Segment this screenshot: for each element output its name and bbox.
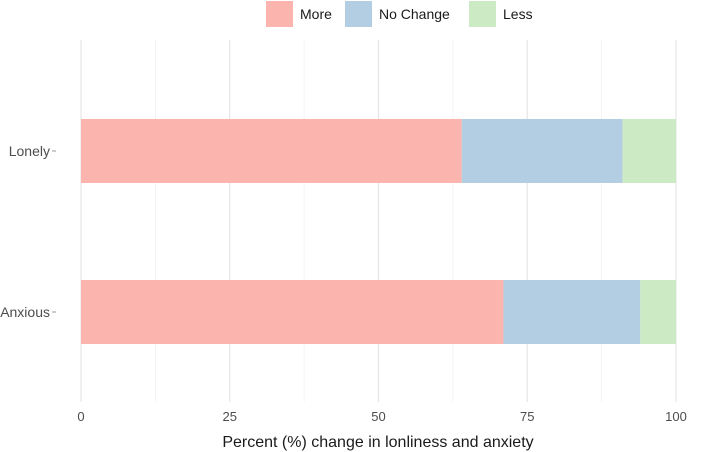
- legend-label-more: More: [300, 6, 332, 22]
- legend[interactable]: More No Change Less: [266, 1, 533, 27]
- legend-swatch-less: [469, 1, 496, 27]
- legend-label-less: Less: [503, 6, 533, 22]
- y-axis: Lonely Anxious: [0, 143, 56, 320]
- legend-item-no-change[interactable]: No Change: [345, 1, 450, 27]
- y-tick-label-lonely: Lonely: [9, 143, 50, 159]
- legend-swatch-no-change: [345, 1, 372, 27]
- grid: [80, 40, 677, 402]
- x-tick-label: 50: [371, 409, 385, 424]
- x-tick-label: 25: [223, 409, 237, 424]
- x-axis-title: Percent (%) change in lonliness and anxi…: [222, 434, 533, 451]
- legend-swatch-more: [266, 1, 293, 27]
- legend-label-no-change: No Change: [379, 6, 450, 22]
- x-tick-label: 0: [77, 409, 84, 424]
- x-tick-label: 100: [665, 409, 687, 424]
- x-tick-label: 75: [520, 409, 534, 424]
- y-tick-label-anxious: Anxious: [0, 304, 50, 320]
- bar-lonely-more[interactable]: [81, 119, 462, 183]
- bars: [81, 119, 676, 344]
- legend-item-more[interactable]: More: [266, 1, 332, 27]
- x-axis: 0 25 50 75 100: [77, 409, 686, 424]
- bar-lonely-no-change[interactable]: [461, 119, 623, 183]
- bar-anxious-less[interactable]: [640, 280, 676, 344]
- legend-item-less[interactable]: Less: [469, 1, 533, 27]
- bar-anxious-more[interactable]: [81, 280, 504, 344]
- bar-anxious-no-change[interactable]: [503, 280, 641, 344]
- bar-lonely-less[interactable]: [622, 119, 676, 183]
